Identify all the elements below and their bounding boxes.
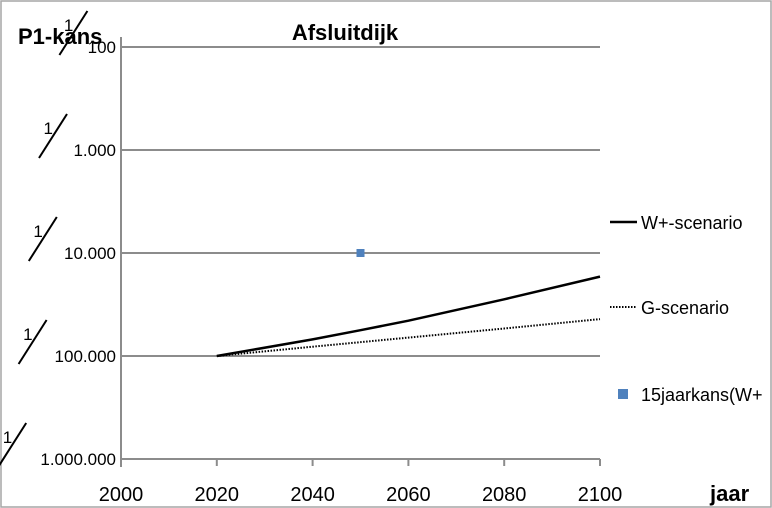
fraction-numerator: 1 <box>64 16 73 35</box>
fraction-numerator: 1 <box>3 428 12 447</box>
y-tick-label: 1 10.000 <box>27 216 116 263</box>
x-tick-label: 2020 <box>195 484 240 506</box>
chart-title: Afsluitdijk <box>292 20 399 45</box>
fraction-slash <box>58 10 89 56</box>
x-tick-label: 2060 <box>386 484 431 506</box>
fraction-denominator: 100.000 <box>55 347 116 366</box>
fraction-slash <box>27 216 58 262</box>
axes <box>120 37 601 467</box>
y-tick-label: 1 100 <box>58 10 116 57</box>
legend-entry: W+-scenario <box>610 213 743 233</box>
x-tick-label: 2100 <box>578 484 623 506</box>
y-axis-label: P1-kans <box>18 24 102 49</box>
x-tick-label: 2080 <box>482 484 527 506</box>
legend-entry: 15jaarkans(W+ <box>618 385 763 405</box>
x-tick-labels: 2000 2020 2040 2060 2080 2100 <box>99 484 623 506</box>
y-tick-label: 1 100.000 <box>17 319 116 366</box>
fraction-numerator: 1 <box>33 222 42 241</box>
fraction-numerator: 1 <box>44 119 53 138</box>
fraction-denominator: 100 <box>88 38 116 57</box>
y-tick-label: 1 1.000.000 <box>0 422 116 469</box>
series-line <box>216 318 601 357</box>
x-tick-label: 2000 <box>99 484 144 506</box>
x-tick-label: 2040 <box>290 484 335 506</box>
fraction-slash <box>0 422 28 467</box>
x-axis-label: jaar <box>709 481 750 506</box>
fraction-denominator: 1.000.000 <box>40 450 116 469</box>
legend: W+-scenario G-scenario 15jaarkans(W+ <box>610 213 763 405</box>
legend-label: 15jaarkans(W+ <box>641 385 763 405</box>
fraction-slash <box>17 319 48 365</box>
y-tick-label: 1 1.000 <box>38 113 116 160</box>
y-tick-labels: 1 100 1 1.000 1 10.000 1 100.000 1 1.000.000 <box>0 10 116 469</box>
legend-label: G-scenario <box>641 298 729 318</box>
legend-label: W+-scenario <box>641 213 743 233</box>
legend-swatch <box>618 389 628 399</box>
fraction-denominator: 1.000 <box>73 141 116 160</box>
data-point <box>356 249 365 257</box>
series-line <box>216 275 601 358</box>
fraction-numerator: 1 <box>23 325 32 344</box>
legend-entry: G-scenario <box>610 298 729 318</box>
grid-lines <box>121 46 600 357</box>
fraction-denominator: 10.000 <box>64 244 116 263</box>
fraction-slash <box>38 113 68 159</box>
data-series <box>216 249 601 358</box>
